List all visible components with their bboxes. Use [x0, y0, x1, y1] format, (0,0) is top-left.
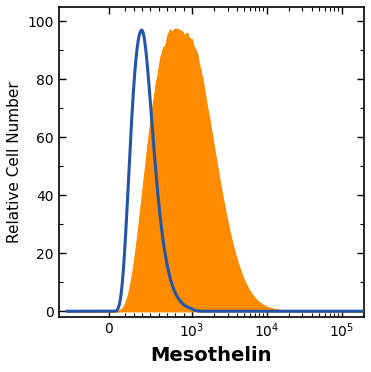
- Y-axis label: Relative Cell Number: Relative Cell Number: [7, 81, 22, 243]
- X-axis label: Mesothelin: Mesothelin: [151, 346, 272, 365]
